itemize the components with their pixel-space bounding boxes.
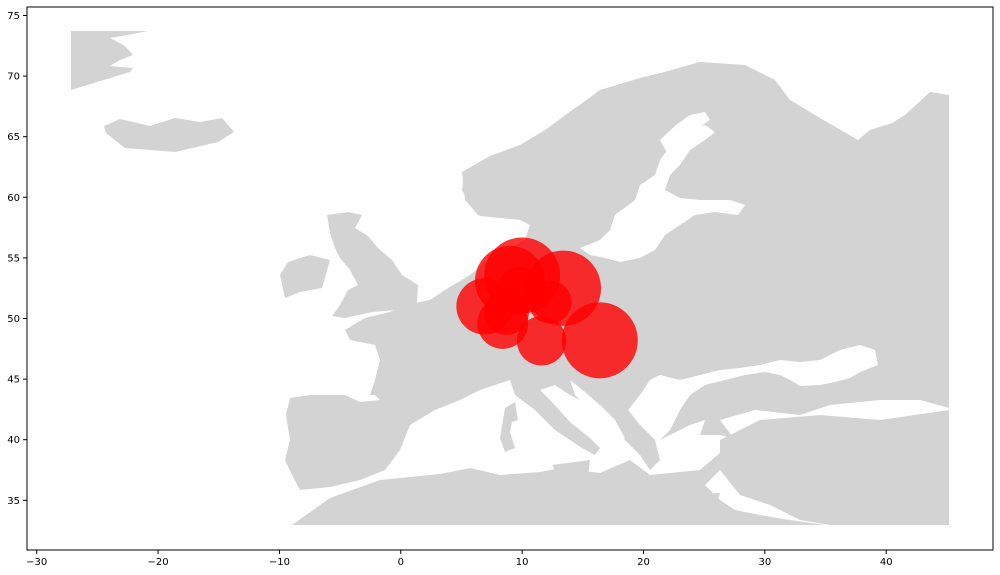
x-axis-ticks: −30 −20 −10 0 10 20 30 40 [26,550,893,568]
land-greenland-tip [71,31,148,90]
y-tick-label: 75 [7,11,20,22]
x-tick-label: 40 [880,557,893,568]
city-marker [516,316,567,366]
y-tick-label: 45 [7,375,20,386]
x-tick-label: 30 [758,557,771,568]
land-crete [688,493,720,500]
y-tick-label: 70 [7,72,20,83]
land-iceland [104,118,234,152]
land-sicily [552,460,590,482]
y-tick-label: 65 [7,132,20,143]
land-sardinia-corsica [500,402,518,452]
water-adriatic [570,380,625,440]
y-tick-label: 55 [7,253,20,264]
x-tick-label: −20 [148,557,169,568]
y-tick-label: 60 [7,193,20,204]
x-tick-label: 20 [637,557,650,568]
x-tick-label: 0 [398,557,404,568]
x-tick-label: −10 [269,557,290,568]
x-tick-label: 10 [516,557,529,568]
water-baltic-sea [580,125,745,262]
city-marker [561,302,638,379]
land-layer [71,31,949,525]
markers-layer [456,237,638,379]
y-axis-ticks: 35 40 45 50 55 60 65 70 75 [7,11,27,507]
plot-frame [26,6,994,551]
y-tick-label: 50 [7,314,20,325]
land-black-sea-shore [720,410,949,525]
water-bay-of-biscay [345,395,380,402]
y-tick-label: 35 [7,496,20,507]
land-great-britain [327,212,418,318]
x-tick-label: −30 [26,557,47,568]
y-tick-label: 40 [7,435,20,446]
city-marker [497,266,543,312]
land-ireland [280,255,330,298]
land-scandinavia [462,62,775,240]
land-mainland-europe [285,62,949,525]
water-gulf-of-bothnia [660,112,710,155]
